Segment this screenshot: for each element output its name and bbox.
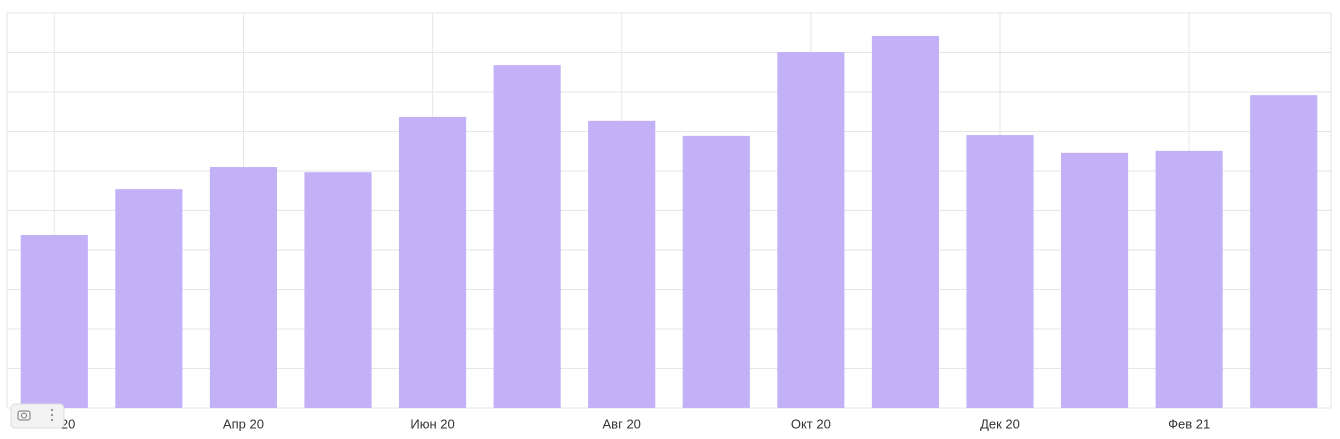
menu-dot[interactable] bbox=[51, 409, 53, 411]
menu-dot[interactable] bbox=[51, 419, 53, 421]
bar bbox=[209, 167, 278, 408]
x-tick-label: Окт 20 bbox=[791, 416, 831, 431]
bar bbox=[1060, 152, 1129, 408]
bar bbox=[777, 52, 845, 408]
x-tick-label: Фев 21 bbox=[1168, 416, 1210, 431]
bar bbox=[493, 65, 561, 408]
x-tick-label: Июн 20 bbox=[410, 416, 454, 431]
bar bbox=[1250, 95, 1318, 408]
x-tick-label: Дек 20 bbox=[980, 416, 1020, 431]
bars bbox=[20, 35, 1318, 409]
bar bbox=[682, 135, 750, 408]
bar bbox=[588, 120, 656, 409]
x-tick-label: Апр 20 bbox=[223, 416, 264, 431]
bar bbox=[398, 116, 467, 408]
bar bbox=[115, 189, 183, 408]
bar bbox=[20, 234, 88, 408]
toolbar-bg[interactable] bbox=[10, 403, 65, 429]
camera-lens bbox=[21, 412, 27, 419]
bar bbox=[871, 35, 940, 408]
menu-dot[interactable] bbox=[51, 414, 53, 416]
toolbar[interactable] bbox=[10, 403, 65, 429]
bar bbox=[966, 135, 1034, 408]
bar bbox=[1155, 150, 1223, 409]
x-tick-label: Авг 20 bbox=[603, 416, 641, 431]
camera-icon[interactable] bbox=[17, 410, 31, 421]
bar bbox=[304, 172, 372, 408]
